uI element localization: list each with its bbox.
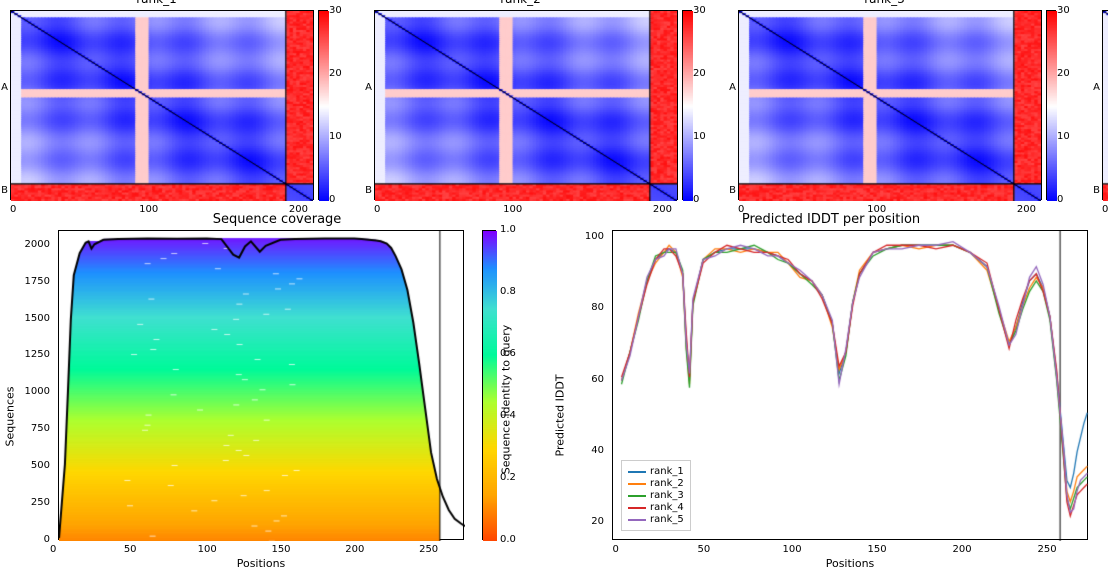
legend-item: rank_4: [628, 502, 684, 513]
legend-label: rank_3: [650, 490, 684, 501]
legend-label: rank_2: [650, 478, 684, 489]
figure-root: rank_1 A B 30 20 10 0 0 100 200: [10, 10, 1098, 563]
legend-line: [628, 471, 646, 473]
plddt-xlabel: Positions: [612, 557, 1088, 570]
legend-item: rank_1: [628, 466, 684, 477]
legend-label: rank_5: [650, 514, 684, 525]
seq-coverage-colorbar-canvas: [483, 231, 497, 541]
heatmap-panel-2: rank_2 AB 3020100 0100200: [374, 10, 692, 200]
heatmap-row: rank_1 A B 30 20 10 0 0 100 200: [10, 10, 1098, 200]
legend-item: rank_5: [628, 514, 684, 525]
seq-coverage-xlabel: Positions: [58, 557, 464, 570]
colorbar-canvas: [319, 11, 329, 201]
ytick-A: A: [1, 82, 8, 93]
heatmap-plot: [10, 10, 314, 200]
legend-item: rank_3: [628, 490, 684, 501]
colorbar-ticks: 30 20 10 0: [329, 5, 357, 205]
legend-line: [628, 519, 646, 521]
legend-label: rank_1: [650, 466, 684, 477]
heatmap-title: rank_3: [738, 0, 1031, 6]
plddt-yticks: 20406080100: [564, 230, 608, 540]
heatmap-colorbar: 30 20 10 0: [318, 10, 328, 200]
heatmap-yticks: A B: [0, 10, 8, 200]
seq-coverage-panel: Sequence coverage 0250500750100012501500…: [10, 230, 544, 570]
heatmap-panel-3: rank_3 AB 3020100 0100200: [738, 10, 1056, 200]
plddt-plot: rank_1rank_2rank_3rank_4rank_5: [612, 230, 1088, 540]
legend-item: rank_2: [628, 478, 684, 489]
plddt-xticks: 050100150200250: [612, 544, 1088, 556]
plddt-ylabel: Predicted IDDT: [554, 357, 567, 457]
heatmap-title: rank_2: [374, 0, 667, 6]
seq-coverage-ylabel: Sequences: [4, 367, 17, 447]
seq-coverage-yticks: 025050075010001250150017502000: [10, 230, 54, 540]
seq-coverage-plot: [58, 230, 464, 540]
ytick-B: B: [1, 185, 8, 196]
heatmap-panel-4: rank_4 AB 3020100 0100200: [1102, 10, 1108, 200]
plddt-legend: rank_1rank_2rank_3rank_4rank_5: [621, 460, 691, 531]
heatmap-panel-1: rank_1 A B 30 20 10 0 0 100 200: [10, 10, 328, 200]
legend-line: [628, 483, 646, 485]
legend-line: [628, 495, 646, 497]
seq-coverage-title: Sequence coverage: [10, 212, 544, 227]
heatmap-canvas: [11, 11, 313, 201]
bottom-row: Sequence coverage 0250500750100012501500…: [10, 230, 1098, 570]
seq-coverage-canvas: [59, 231, 465, 541]
legend-label: rank_4: [650, 502, 684, 513]
seq-coverage-colorbar-label: Sequence identity to query: [500, 320, 513, 480]
seq-coverage-xticks: 050100150200250: [58, 544, 464, 556]
plddt-title: Predicted IDDT per position: [564, 212, 1098, 227]
heatmap-title: rank_1: [10, 0, 303, 6]
seq-coverage-colorbar: [482, 230, 496, 540]
plddt-panel: Predicted IDDT per position rank_1rank_2…: [564, 230, 1098, 570]
legend-line: [628, 507, 646, 509]
heatmap-title: rank_4: [1102, 0, 1108, 6]
